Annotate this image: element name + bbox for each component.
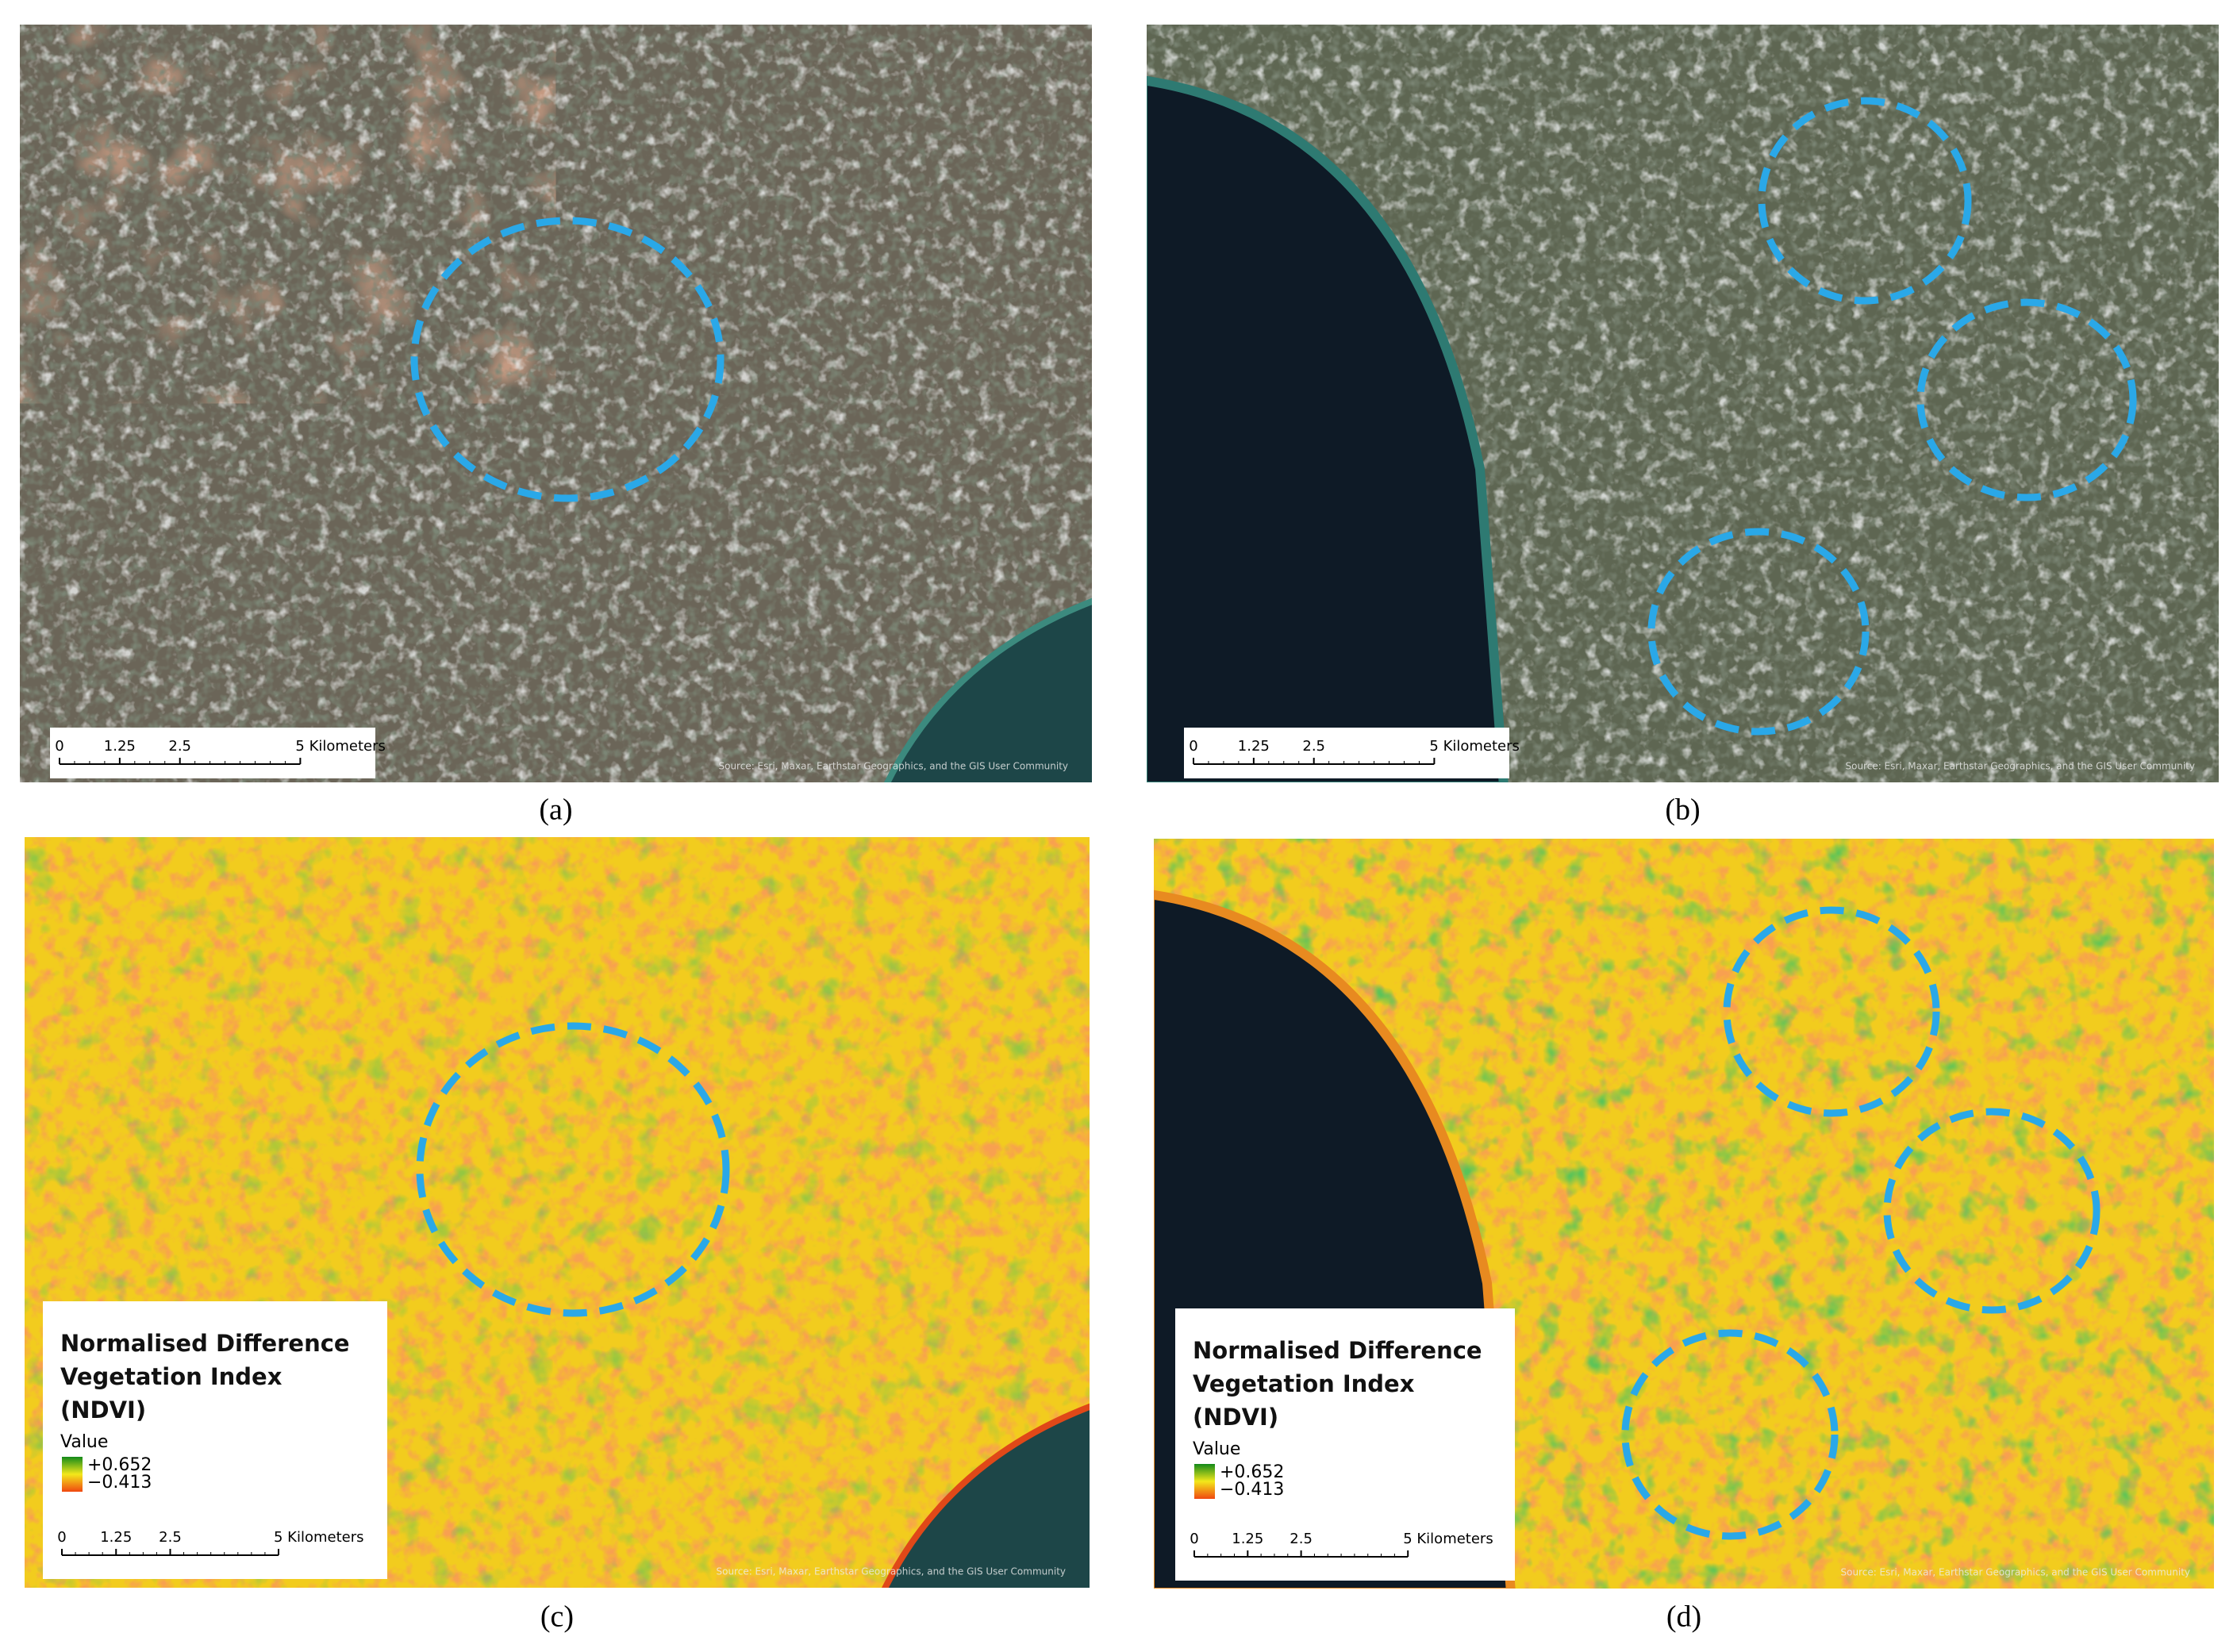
scale-label: 0 <box>1190 1531 1198 1547</box>
legend-low: −0.413 <box>87 1473 152 1493</box>
panel-label: (b) <box>1665 793 1700 827</box>
ocean <box>1147 75 1509 782</box>
panel-label: (c) <box>540 1600 574 1634</box>
scale-label: 2.5 <box>1290 1531 1313 1547</box>
scale-label: 1.25 <box>1238 738 1270 755</box>
map-image: Source: Esri, Maxar, Earthstar Geographi… <box>1147 25 2219 782</box>
legend-high: +0.652 <box>87 1455 152 1475</box>
attribution: Source: Esri, Maxar, Earthstar Geographi… <box>716 1566 1066 1577</box>
panel-label: (d) <box>1666 1600 1701 1634</box>
map-image: Source: Esri, Maxar, Earthstar Geographi… <box>1154 839 2214 1589</box>
study-area-circle <box>1916 298 2137 501</box>
scale-label: 2.5 <box>168 738 191 755</box>
legend-high: +0.652 <box>1220 1462 1284 1482</box>
map-panel: Source: Esri, Maxar, Earthstar Geographi… <box>1154 839 2214 1634</box>
legend-title: (NDVI) <box>60 1397 146 1423</box>
legend-title: Vegetation Index <box>60 1363 283 1390</box>
legend-title: Normalised Difference <box>60 1330 350 1357</box>
map-panel: Source: Esri, Maxar, Earthstar Geographi… <box>1147 25 2219 827</box>
ocean <box>882 1403 1090 1588</box>
legend-title: (NDVI) <box>1193 1404 1278 1431</box>
study-area-circle <box>410 217 725 502</box>
scale-box <box>1184 728 1509 778</box>
scale-box <box>50 728 375 778</box>
legend-title: Vegetation Index <box>1193 1370 1415 1397</box>
legend-title: Normalised Difference <box>1193 1337 1482 1364</box>
scale-label: 1.25 <box>100 1529 132 1546</box>
scale-label: 1.25 <box>1232 1531 1263 1547</box>
scale-label: 0 <box>55 738 63 755</box>
scale-label: 5 Kilometers <box>274 1529 364 1546</box>
legend-box <box>43 1301 387 1579</box>
built-up <box>20 25 1092 782</box>
attribution: Source: Esri, Maxar, Earthstar Geographi… <box>1845 761 2195 772</box>
legend-heading: Value <box>60 1432 108 1452</box>
study-area-circle <box>416 1022 730 1317</box>
legend-low: −0.413 <box>1220 1480 1284 1500</box>
map-panel: Source: Esri, Maxar, Earthstar Geographi… <box>25 837 1090 1634</box>
scale-label: 2.5 <box>1302 738 1325 755</box>
attribution: Source: Esri, Maxar, Earthstar Geographi… <box>1840 1567 2190 1578</box>
legend-ramp <box>62 1457 83 1492</box>
legend-ramp <box>1194 1464 1215 1499</box>
ocean <box>884 597 1092 782</box>
map-panel: Source: Esri, Maxar, Earthstar Geographi… <box>20 25 1092 827</box>
scale-label: 0 <box>1189 738 1197 755</box>
scale-label: 5 Kilometers <box>1403 1531 1493 1547</box>
scale-label: 5 Kilometers <box>1429 738 1520 755</box>
study-area-circle <box>1723 906 1940 1117</box>
legend-heading: Value <box>1193 1439 1240 1459</box>
study-area-circle <box>1758 97 1972 305</box>
attribution: Source: Esri, Maxar, Earthstar Geographi… <box>718 761 1068 772</box>
scale-label: 5 Kilometers <box>295 738 386 755</box>
study-area-circle <box>1621 1329 1839 1540</box>
study-area-circle <box>1647 528 1870 736</box>
scale-label: 1.25 <box>104 738 136 755</box>
scale-label: 2.5 <box>159 1529 182 1546</box>
map-image: Source: Esri, Maxar, Earthstar Geographi… <box>25 837 1090 1588</box>
study-area-circle <box>1883 1108 2101 1314</box>
scale-label: 0 <box>57 1529 66 1546</box>
legend-box <box>1175 1308 1515 1581</box>
panel-label: (a) <box>539 793 572 827</box>
map-image: Source: Esri, Maxar, Earthstar Geographi… <box>20 25 1092 782</box>
